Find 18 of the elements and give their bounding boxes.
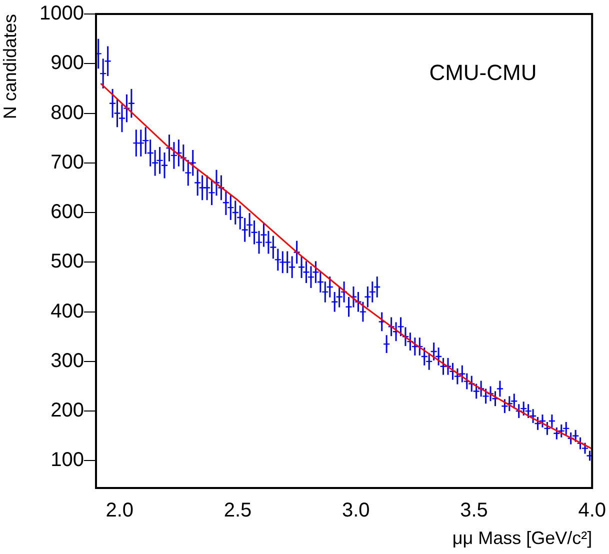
x-tick-label: 2.5 bbox=[224, 500, 252, 522]
x-axis-title: μμ Mass [GeV/c²] bbox=[452, 528, 592, 548]
y-tick-label: 600 bbox=[50, 201, 84, 224]
x-tick-label: 3.0 bbox=[342, 500, 370, 522]
y-tick-label: 200 bbox=[50, 400, 84, 422]
y-tick-label: 500 bbox=[50, 250, 84, 273]
y-tick-label: 1000 bbox=[40, 2, 84, 25]
x-tick-label: 4.0 bbox=[578, 500, 606, 522]
annotation: CMU-CMU bbox=[429, 60, 537, 86]
y-tick-label: 800 bbox=[50, 102, 84, 124]
y-axis-title: N candidates bbox=[0, 14, 20, 120]
y-tick-label: 900 bbox=[50, 52, 84, 74]
x-tick-label: 2.0 bbox=[106, 500, 134, 522]
y-tick-label: 400 bbox=[50, 300, 84, 322]
y-tick-label: 300 bbox=[50, 350, 84, 372]
y-tick-label: 700 bbox=[50, 151, 84, 174]
y-tick-label: 100 bbox=[50, 449, 84, 472]
x-tick-label: 3.5 bbox=[460, 500, 488, 522]
